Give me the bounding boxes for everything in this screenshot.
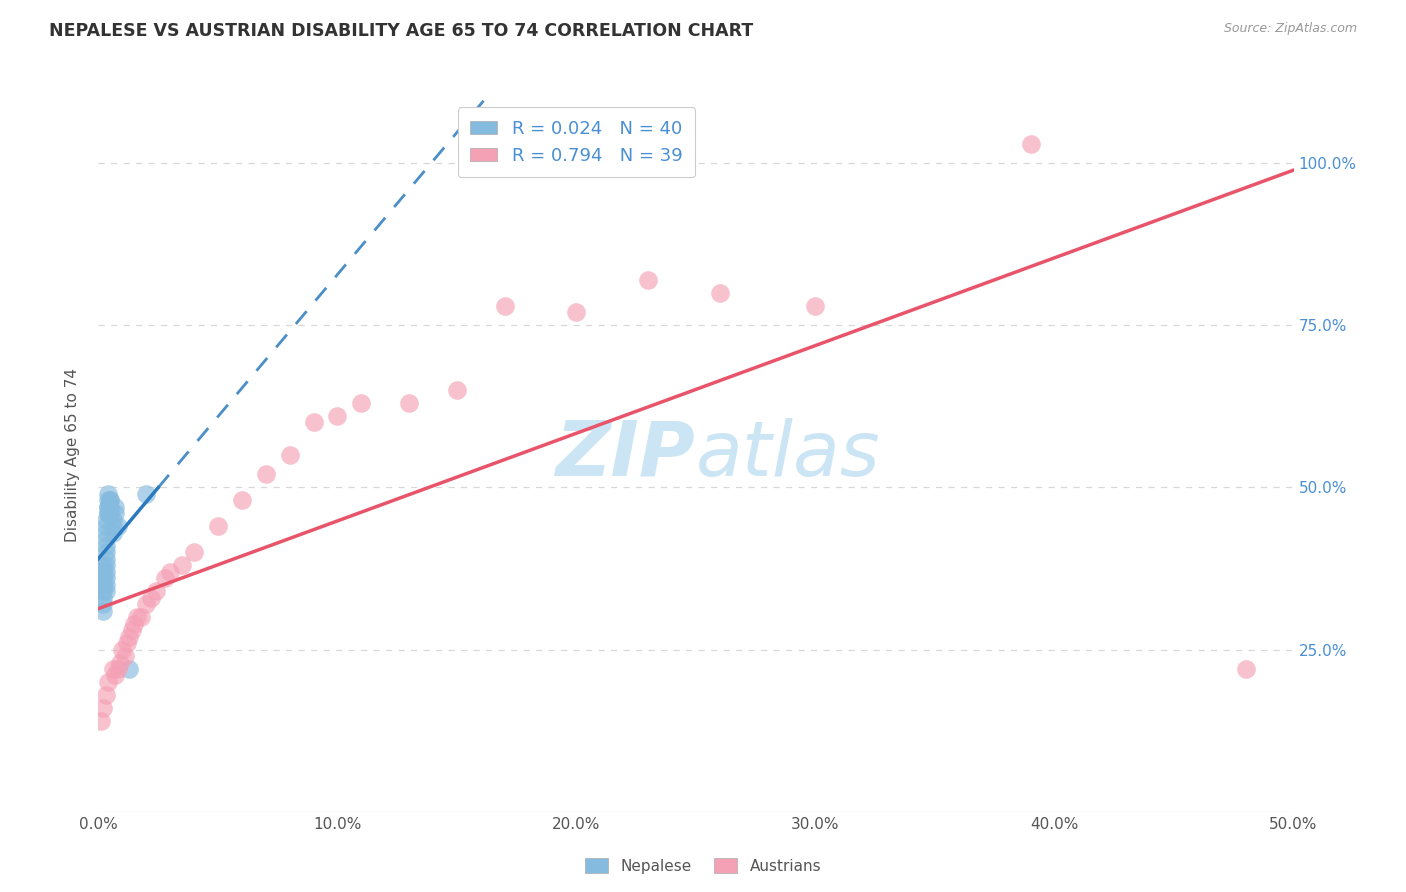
Point: [97, 506, 120, 520]
Point: [94, 577, 117, 591]
Point: [94, 513, 117, 527]
Legend: R = 0.024   N = 40, R = 0.794   N = 39: R = 0.024 N = 40, R = 0.794 N = 39: [458, 107, 695, 178]
Point: [94, 551, 117, 566]
Point: [1234, 662, 1257, 676]
Point: [94, 539, 117, 553]
Point: [111, 642, 134, 657]
Point: [125, 610, 148, 624]
Point: [124, 616, 146, 631]
Point: [108, 656, 131, 670]
Point: [91, 591, 114, 605]
Text: atlas: atlas: [696, 418, 880, 491]
Point: [98, 506, 122, 520]
Point: [121, 623, 143, 637]
Text: ZIP: ZIP: [557, 418, 696, 491]
Point: [97, 500, 120, 514]
Point: [1019, 136, 1042, 151]
Point: [709, 285, 731, 300]
Point: [139, 591, 162, 605]
Point: [91, 558, 114, 573]
Point: [91, 577, 114, 591]
Point: [91, 565, 114, 579]
Point: [91, 604, 114, 618]
Point: [637, 273, 659, 287]
Point: [104, 668, 127, 682]
Point: [94, 525, 117, 540]
Point: [131, 610, 153, 624]
Point: [91, 571, 114, 585]
Point: [104, 500, 127, 514]
Point: [94, 584, 117, 599]
Point: [94, 688, 117, 702]
Point: [446, 383, 468, 397]
Point: [94, 565, 117, 579]
Point: [98, 500, 122, 514]
Point: [97, 506, 120, 520]
Point: [254, 467, 277, 482]
Point: [565, 305, 588, 319]
Point: [97, 493, 120, 508]
Point: [183, 545, 205, 559]
Point: [145, 584, 167, 599]
Point: [91, 584, 114, 599]
Y-axis label: Disability Age 65 to 74: Disability Age 65 to 74: [65, 368, 80, 542]
Point: [278, 448, 301, 462]
Point: [98, 493, 122, 508]
Point: [91, 597, 114, 611]
Point: [302, 416, 325, 430]
Point: [326, 409, 349, 423]
Point: [98, 493, 122, 508]
Point: [172, 558, 194, 573]
Point: [398, 396, 420, 410]
Point: [115, 636, 138, 650]
Point: [350, 396, 373, 410]
Point: [94, 571, 117, 585]
Point: [107, 662, 129, 676]
Point: [118, 630, 141, 644]
Point: [97, 675, 120, 690]
Point: [135, 597, 157, 611]
Point: [94, 533, 117, 547]
Point: [231, 493, 253, 508]
Point: [101, 513, 124, 527]
Point: [101, 662, 124, 676]
Point: [97, 500, 120, 514]
Point: [159, 565, 181, 579]
Text: Source: ZipAtlas.com: Source: ZipAtlas.com: [1223, 22, 1357, 36]
Text: NEPALESE VS AUSTRIAN DISABILITY AGE 65 TO 74 CORRELATION CHART: NEPALESE VS AUSTRIAN DISABILITY AGE 65 T…: [49, 22, 754, 40]
Point: [94, 558, 117, 573]
Point: [107, 519, 129, 533]
Point: [90, 565, 112, 579]
Point: [118, 662, 141, 676]
Point: [207, 519, 229, 533]
Point: [104, 506, 127, 520]
Point: [101, 519, 124, 533]
Point: [97, 487, 120, 501]
Point: [135, 487, 157, 501]
Legend: Nepalese, Austrians: Nepalese, Austrians: [579, 852, 827, 880]
Point: [114, 648, 136, 663]
Point: [494, 299, 516, 313]
Point: [94, 519, 117, 533]
Point: [101, 525, 124, 540]
Point: [90, 714, 112, 728]
Point: [91, 701, 114, 715]
Point: [155, 571, 177, 585]
Point: [90, 571, 112, 585]
Point: [94, 545, 117, 559]
Point: [804, 299, 827, 313]
